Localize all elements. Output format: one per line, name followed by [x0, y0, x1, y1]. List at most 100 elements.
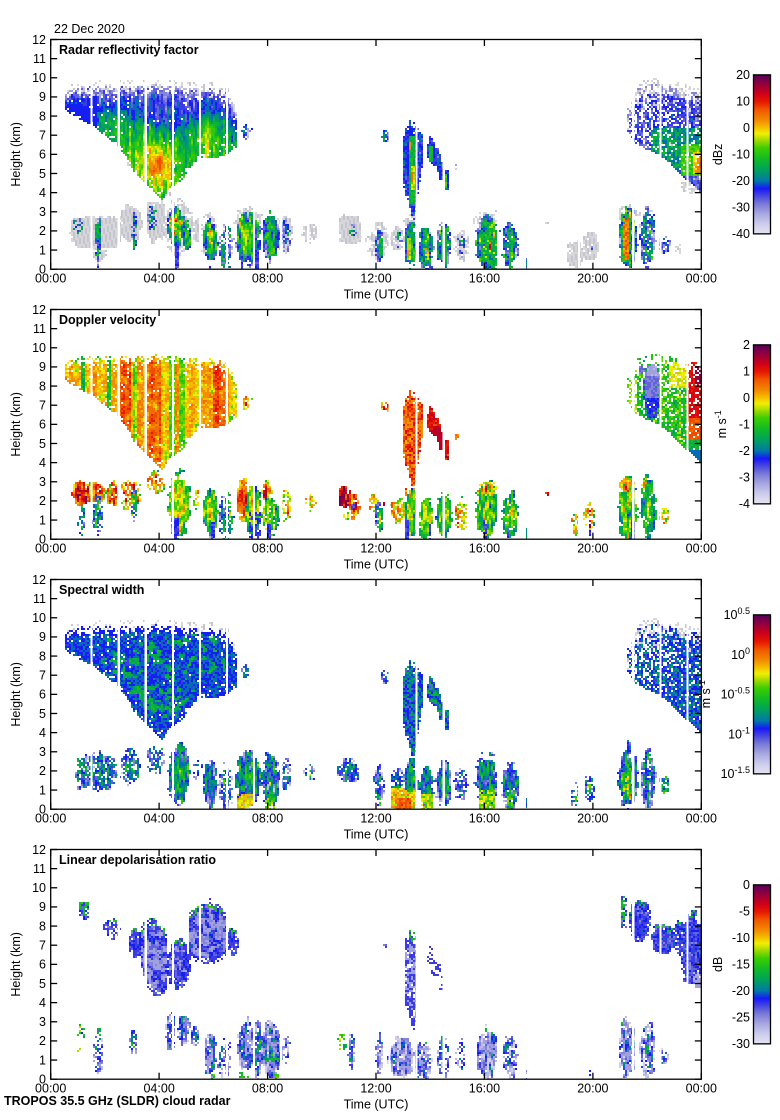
svg-text:5: 5	[39, 707, 46, 721]
svg-text:7: 7	[39, 129, 46, 143]
svg-text:04:00: 04:00	[143, 1081, 174, 1095]
svg-text:12:00: 12:00	[360, 1081, 391, 1095]
svg-text:7: 7	[39, 399, 46, 413]
svg-text:0: 0	[743, 878, 750, 892]
svg-text:m s-1: m s-1	[697, 680, 713, 708]
svg-text:4: 4	[39, 186, 46, 200]
svg-text:00:00: 00:00	[686, 541, 717, 555]
svg-text:16:00: 16:00	[469, 541, 500, 555]
svg-text:00:00: 00:00	[35, 811, 66, 825]
svg-text:-20: -20	[732, 984, 750, 998]
svg-text:6: 6	[39, 958, 46, 972]
svg-text:08:00: 08:00	[252, 1081, 283, 1095]
svg-text:00:00: 00:00	[686, 811, 717, 825]
svg-text:9: 9	[39, 90, 46, 104]
svg-text:-10: -10	[732, 931, 750, 945]
svg-text:11: 11	[33, 52, 46, 66]
svg-text:04:00: 04:00	[143, 271, 174, 285]
svg-text:Time (UTC): Time (UTC)	[344, 287, 409, 301]
svg-text:7: 7	[39, 939, 46, 953]
svg-text:Time (UTC): Time (UTC)	[344, 1097, 409, 1111]
svg-text:10-1: 10-1	[728, 725, 750, 741]
svg-text:10: 10	[736, 95, 750, 109]
svg-text:4: 4	[39, 456, 46, 470]
svg-text:0: 0	[39, 263, 46, 277]
svg-text:20:00: 20:00	[577, 1081, 608, 1095]
svg-text:8: 8	[39, 109, 46, 123]
svg-text:12: 12	[32, 843, 46, 857]
svg-text:0: 0	[743, 391, 750, 405]
svg-text:1: 1	[39, 783, 46, 797]
svg-text:00:00: 00:00	[686, 271, 717, 285]
svg-text:-25: -25	[732, 1011, 750, 1025]
svg-text:20:00: 20:00	[577, 541, 608, 555]
svg-text:11: 11	[33, 322, 46, 336]
svg-text:Time (UTC): Time (UTC)	[344, 827, 409, 841]
svg-text:3: 3	[39, 205, 46, 219]
svg-text:Height (km): Height (km)	[9, 662, 23, 727]
svg-text:1: 1	[743, 365, 750, 379]
svg-text:Height (km): Height (km)	[9, 392, 23, 457]
svg-text:10: 10	[32, 881, 46, 895]
svg-text:m s-1: m s-1	[713, 410, 729, 438]
svg-text:2: 2	[39, 224, 46, 238]
svg-text:100.5: 100.5	[724, 606, 750, 622]
svg-text:6: 6	[39, 688, 46, 702]
svg-text:Radar reflectivity factor: Radar reflectivity factor	[59, 43, 199, 57]
svg-text:TROPOS 35.5 GHz (SLDR) cloud r: TROPOS 35.5 GHz (SLDR) cloud radar	[4, 1094, 231, 1108]
svg-text:Linear depolarisation ratio: Linear depolarisation ratio	[59, 853, 216, 867]
svg-text:dBz: dBz	[711, 144, 725, 166]
svg-text:10: 10	[32, 341, 46, 355]
svg-text:22 Dec 2020: 22 Dec 2020	[54, 22, 125, 36]
svg-text:00:00: 00:00	[35, 541, 66, 555]
svg-text:Spectral width: Spectral width	[59, 583, 144, 597]
svg-text:1: 1	[39, 513, 46, 527]
svg-text:0: 0	[39, 1073, 46, 1087]
svg-text:08:00: 08:00	[252, 541, 283, 555]
svg-text:9: 9	[39, 360, 46, 374]
svg-text:0: 0	[39, 533, 46, 547]
svg-text:8: 8	[39, 919, 46, 933]
svg-text:10-0.5: 10-0.5	[721, 686, 750, 702]
svg-text:-20: -20	[732, 174, 750, 188]
svg-text:12:00: 12:00	[360, 271, 391, 285]
svg-text:2: 2	[743, 338, 750, 352]
svg-text:-3: -3	[739, 471, 750, 485]
svg-text:2: 2	[39, 1034, 46, 1048]
svg-text:-30: -30	[732, 201, 750, 215]
svg-text:9: 9	[39, 630, 46, 644]
svg-text:12:00: 12:00	[360, 811, 391, 825]
svg-text:16:00: 16:00	[469, 811, 500, 825]
svg-text:-4: -4	[739, 497, 750, 511]
svg-text:5: 5	[39, 977, 46, 991]
svg-text:11: 11	[33, 862, 46, 876]
svg-text:04:00: 04:00	[143, 541, 174, 555]
svg-text:Time (UTC): Time (UTC)	[344, 557, 409, 571]
svg-text:3: 3	[39, 1015, 46, 1029]
svg-text:10: 10	[32, 71, 46, 85]
svg-text:4: 4	[39, 996, 46, 1010]
svg-text:10: 10	[32, 611, 46, 625]
svg-text:6: 6	[39, 148, 46, 162]
svg-text:-5: -5	[739, 905, 750, 919]
svg-text:3: 3	[39, 745, 46, 759]
svg-text:11: 11	[33, 592, 46, 606]
svg-text:9: 9	[39, 900, 46, 914]
svg-text:20:00: 20:00	[577, 811, 608, 825]
svg-text:08:00: 08:00	[252, 271, 283, 285]
svg-text:-1: -1	[739, 418, 750, 432]
svg-text:-10: -10	[732, 148, 750, 162]
svg-text:12:00: 12:00	[360, 541, 391, 555]
svg-text:0: 0	[743, 121, 750, 135]
svg-text:7: 7	[39, 669, 46, 683]
svg-text:Height (km): Height (km)	[9, 122, 23, 187]
svg-text:Height (km): Height (km)	[9, 932, 23, 997]
svg-text:1: 1	[39, 1053, 46, 1067]
svg-text:04:00: 04:00	[143, 811, 174, 825]
svg-text:12: 12	[32, 303, 46, 317]
svg-text:3: 3	[39, 475, 46, 489]
svg-text:Doppler velocity: Doppler velocity	[59, 313, 156, 327]
svg-text:00:00: 00:00	[35, 1081, 66, 1095]
svg-text:00:00: 00:00	[35, 271, 66, 285]
svg-text:2: 2	[39, 764, 46, 778]
